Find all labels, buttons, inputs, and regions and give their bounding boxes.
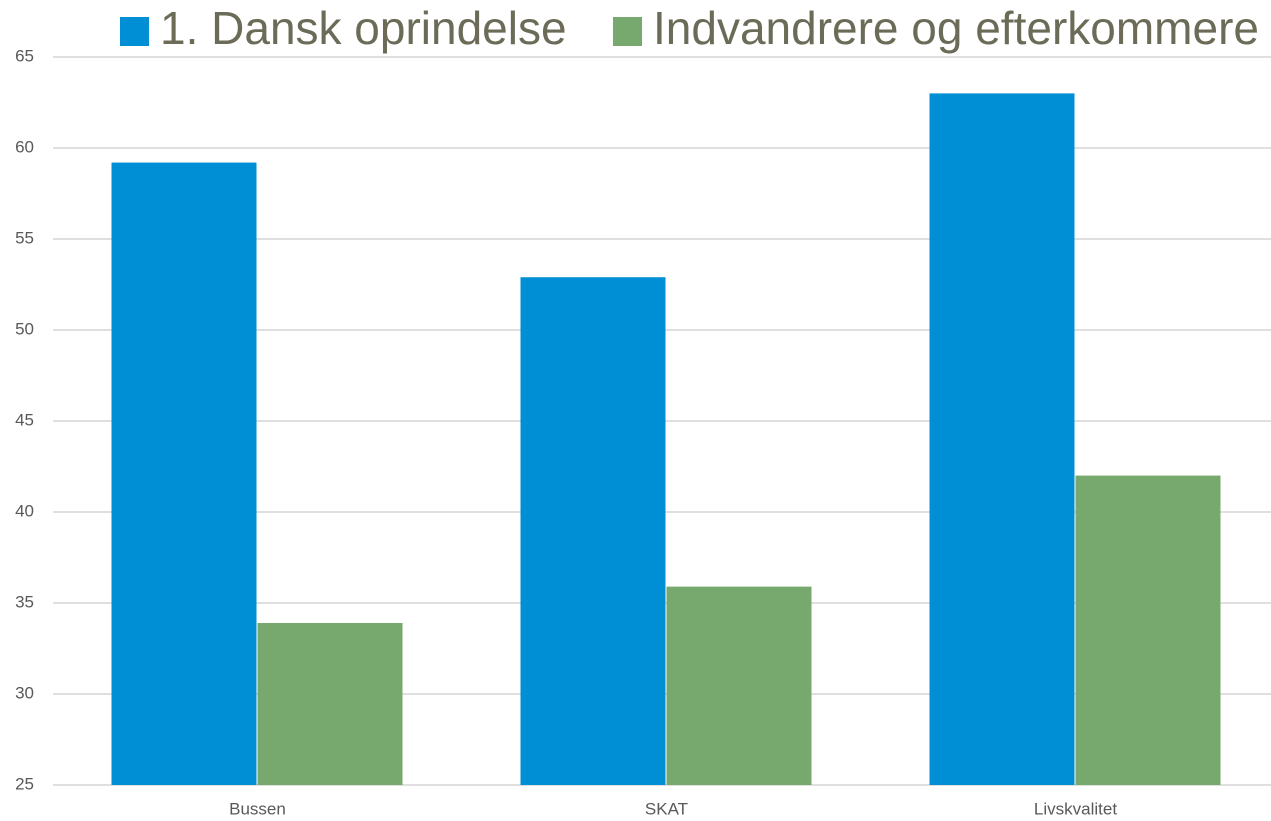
- y-tick-label: 55: [15, 228, 34, 247]
- legend-label: 1. Dansk oprindelse: [160, 2, 567, 54]
- x-tick-label: SKAT: [645, 799, 688, 818]
- bar: [929, 93, 1075, 785]
- legend-swatch: [120, 17, 149, 46]
- y-tick-label: 40: [15, 501, 34, 520]
- bar: [520, 277, 666, 785]
- y-tick-label: 25: [15, 774, 34, 793]
- bar: [1075, 475, 1221, 785]
- y-tick-label: 60: [15, 137, 34, 156]
- bar: [257, 623, 403, 785]
- y-tick-label: 45: [15, 410, 34, 429]
- y-tick-label: 35: [15, 592, 34, 611]
- legend-label: Indvandrere og efterkommere: [653, 2, 1259, 54]
- y-tick-label: 65: [15, 46, 34, 65]
- y-tick-label: 50: [15, 319, 34, 338]
- y-tick-label: 30: [15, 683, 34, 702]
- bar: [666, 586, 812, 785]
- bar: [111, 162, 257, 785]
- x-tick-label: Bussen: [229, 799, 286, 818]
- x-tick-label: Livskvalitet: [1034, 799, 1117, 818]
- legend-swatch: [613, 17, 642, 46]
